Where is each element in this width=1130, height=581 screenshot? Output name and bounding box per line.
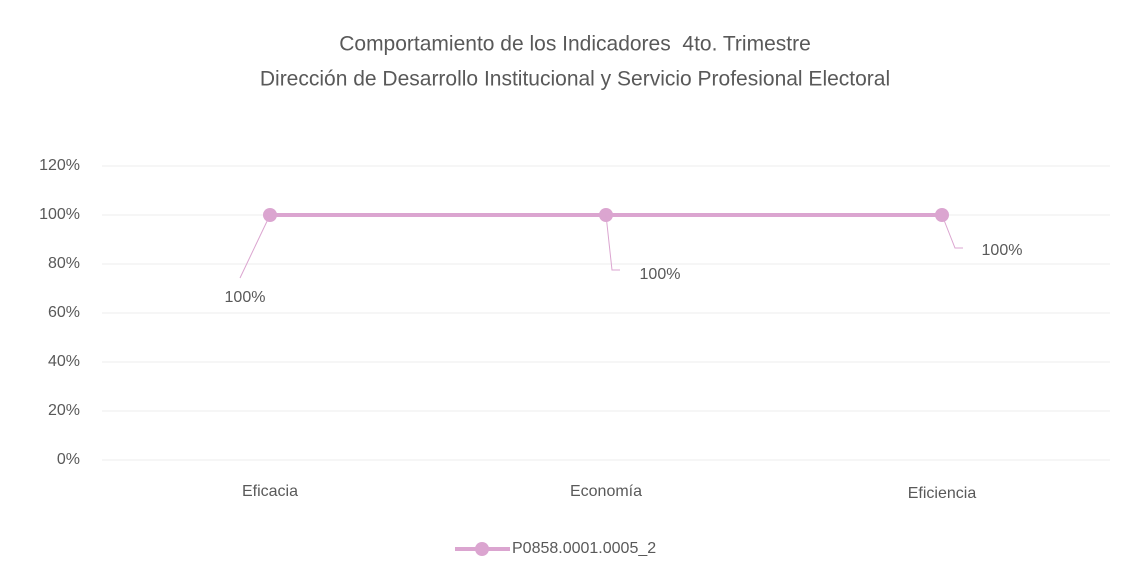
legend-marker [475,542,489,556]
chart-subtitle: Dirección de Desarrollo Institucional y … [260,68,890,91]
x-tick-label: Economía [570,483,642,500]
y-tick-label: 40% [48,353,80,370]
data-label: 100% [640,266,681,283]
data-label: 100% [982,242,1023,259]
y-tick-label: 100% [39,206,80,223]
legend-label: P0858.0001.0005_2 [512,540,656,557]
x-tick-label: Eficacia [242,483,298,500]
x-tick-label: Eficiencia [908,485,977,502]
y-tick-label: 120% [39,157,80,174]
y-tick-label: 20% [48,402,80,419]
leader-line [239,214,271,279]
y-tick-label: 60% [48,304,80,321]
leader-line [941,214,963,249]
y-tick-label: 0% [57,451,80,468]
data-label: 100% [225,289,266,306]
chart-title: Comportamiento de los Indicadores 4to. T… [339,33,811,56]
y-tick-label: 80% [48,255,80,272]
leader-line [605,214,620,271]
